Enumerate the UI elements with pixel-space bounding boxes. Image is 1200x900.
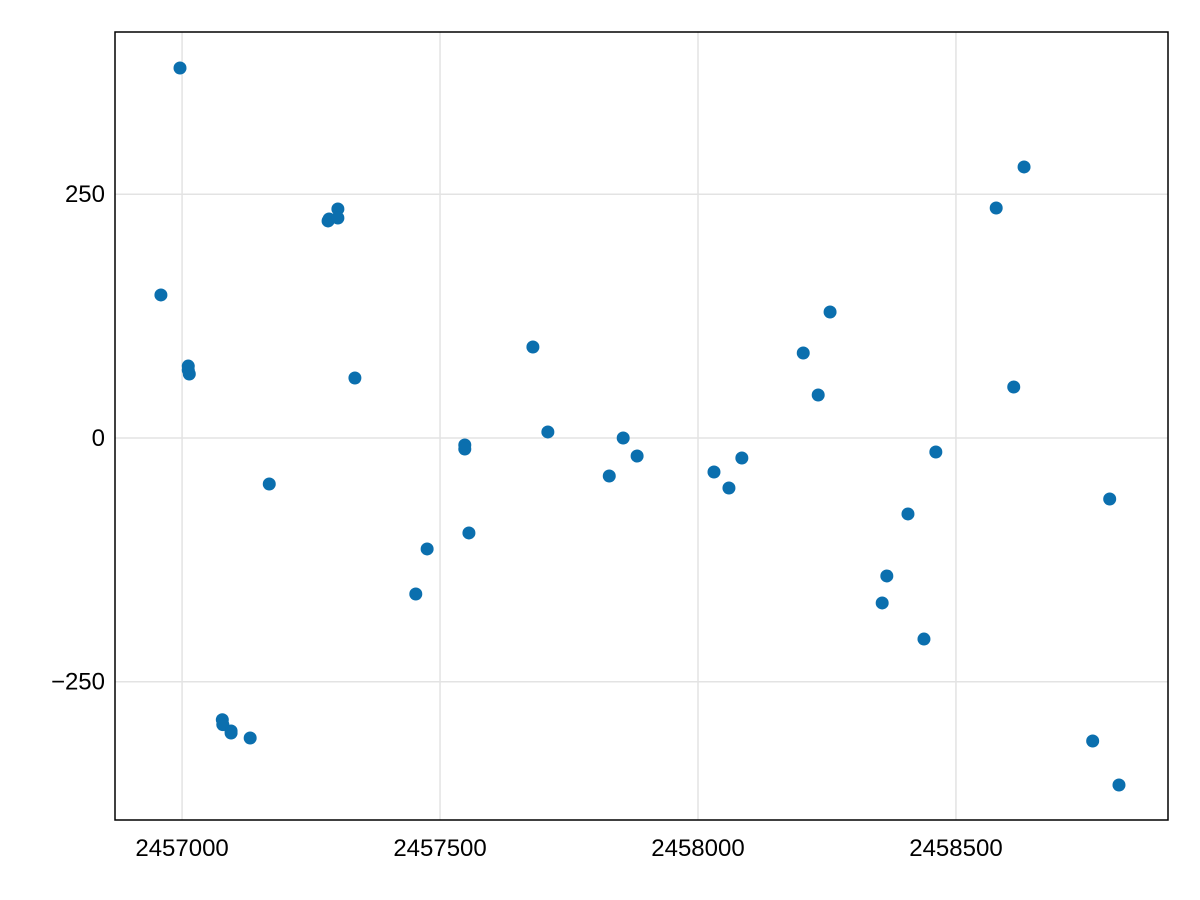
point [1007, 380, 1021, 394]
point [735, 451, 749, 465]
point [462, 526, 476, 540]
point [224, 726, 238, 740]
plot-frame [114, 31, 1169, 821]
point [541, 425, 555, 439]
y-tick-label: 0 [92, 425, 105, 452]
point [796, 346, 810, 360]
point [707, 465, 721, 479]
point [458, 442, 472, 456]
point [722, 481, 736, 495]
point [929, 445, 943, 459]
point [616, 431, 630, 445]
point [262, 477, 276, 491]
point [1017, 160, 1031, 174]
point [154, 288, 168, 302]
point [331, 211, 345, 225]
point [173, 61, 187, 75]
point [409, 587, 423, 601]
x-tick-label: 2458500 [909, 835, 1002, 862]
point [630, 449, 644, 463]
point [1086, 734, 1100, 748]
point [901, 507, 915, 521]
point [823, 305, 837, 319]
y-tick-label: −250 [51, 669, 105, 696]
x-tick-label: 2458000 [651, 835, 744, 862]
point [811, 388, 825, 402]
y-tick-label: 250 [65, 181, 105, 208]
point [917, 632, 931, 646]
point [420, 542, 434, 556]
point [526, 340, 540, 354]
point [1103, 492, 1117, 506]
point [348, 371, 362, 385]
point [243, 731, 257, 745]
x-tick-label: 2457500 [393, 835, 486, 862]
x-tick-label: 2457000 [135, 835, 228, 862]
point [880, 569, 894, 583]
point [989, 201, 1003, 215]
point [602, 469, 616, 483]
point [1112, 778, 1126, 792]
point [875, 596, 889, 610]
point [182, 367, 196, 381]
point [331, 202, 345, 216]
